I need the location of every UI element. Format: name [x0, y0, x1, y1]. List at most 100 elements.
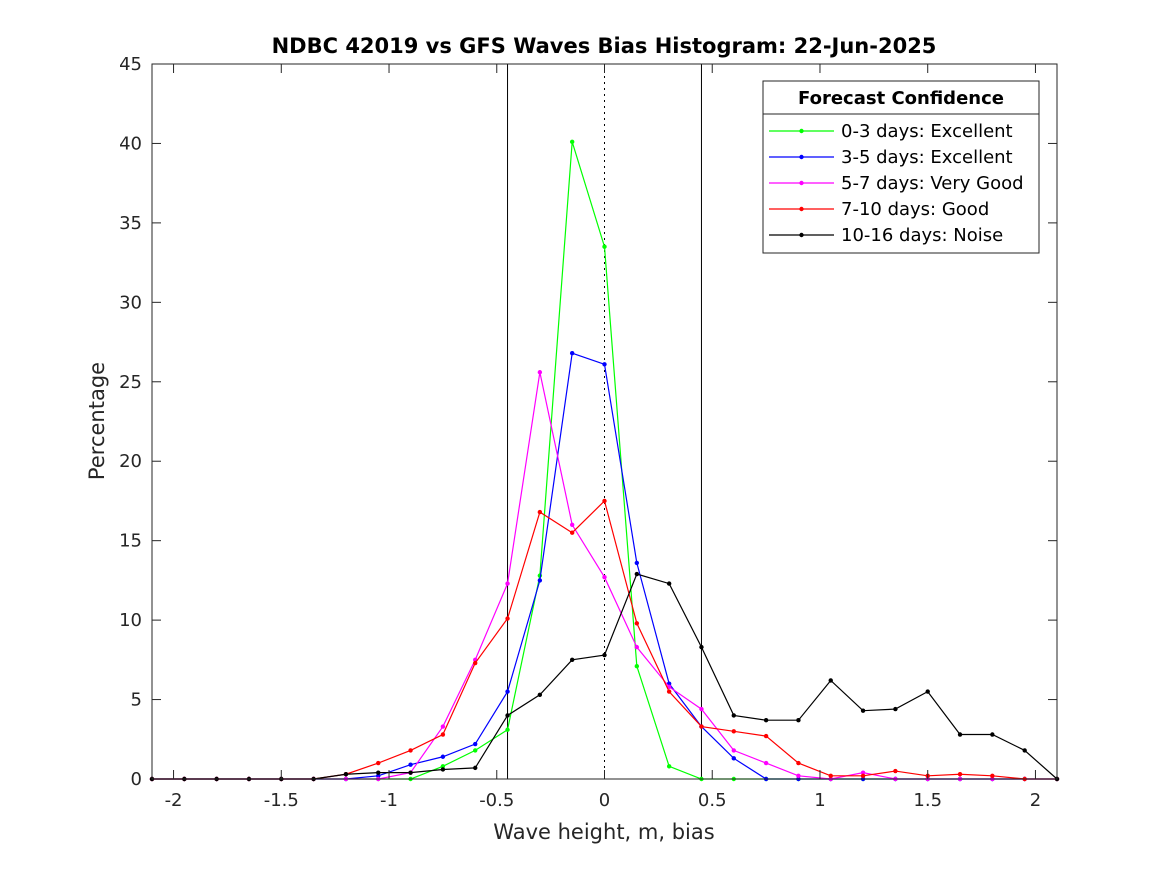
- y-tick-label: 45: [119, 54, 142, 75]
- data-point: [602, 498, 607, 504]
- x-tick-label: -2: [165, 790, 183, 811]
- data-point: [666, 764, 672, 769]
- y-axis-label: Percentage: [85, 362, 109, 480]
- legend-swatch-marker: [799, 206, 804, 212]
- legend-swatch-marker: [799, 232, 804, 238]
- data-point: [569, 522, 575, 527]
- data-point: [634, 571, 640, 577]
- data-point: [796, 773, 801, 779]
- data-point: [1022, 748, 1027, 753]
- legend-label: 10-16 days: Noise: [841, 225, 1003, 246]
- data-point: [473, 660, 478, 666]
- data-point: [473, 748, 478, 753]
- data-point: [699, 644, 704, 650]
- legend-entry: 0-3 days: Excellent: [769, 121, 1013, 142]
- legend-label: 0-3 days: Excellent: [841, 121, 1013, 142]
- data-point: [408, 770, 413, 775]
- data-point: [602, 244, 607, 249]
- data-point: [376, 760, 381, 766]
- data-point: [699, 724, 704, 729]
- data-point: [763, 718, 769, 723]
- y-tick-label: 0: [131, 769, 142, 790]
- x-tick-label: 0: [599, 790, 610, 811]
- data-point: [440, 754, 446, 759]
- x-tick-label: -1.5: [264, 790, 299, 811]
- data-point: [505, 616, 510, 621]
- legend-entry: 5-7 days: Very Good: [769, 173, 1024, 194]
- data-point: [731, 756, 736, 761]
- y-tick-label: 30: [119, 292, 142, 313]
- data-point: [699, 706, 704, 712]
- data-point: [925, 689, 930, 694]
- chart-title: NDBC 42019 vs GFS Waves Bias Histogram: …: [272, 34, 937, 58]
- data-point: [796, 760, 801, 766]
- legend-label: 5-7 days: Very Good: [841, 173, 1024, 194]
- data-point: [957, 732, 963, 737]
- data-point: [634, 644, 640, 650]
- y-tick-label: 10: [119, 610, 142, 631]
- legend-title: Forecast Confidence: [798, 88, 1004, 109]
- data-point: [505, 581, 510, 586]
- data-point: [376, 773, 381, 779]
- legend-entries: 0-3 days: Excellent 3-5 days: Excellent 5-…: [769, 121, 1024, 246]
- data-point: [990, 773, 995, 779]
- data-point: [440, 767, 446, 772]
- data-point: [569, 350, 575, 356]
- data-point: [440, 764, 446, 769]
- legend-label: 7-10 days: Good: [841, 199, 989, 220]
- legend-swatch-marker: [799, 154, 804, 160]
- legend-box: [762, 80, 1040, 254]
- data-point: [828, 773, 833, 779]
- data-point: [408, 748, 413, 753]
- legend-entry: 7-10 days: Good: [769, 199, 989, 220]
- data-point: [763, 733, 769, 739]
- x-tick-label: 1.5: [913, 790, 942, 811]
- x-tick-label: 1: [814, 790, 825, 811]
- data-point: [666, 581, 672, 586]
- data-point: [505, 713, 510, 718]
- data-point: [440, 732, 446, 737]
- data-point: [569, 139, 575, 145]
- data-point: [569, 657, 575, 663]
- data-point: [569, 530, 575, 535]
- data-point: [860, 708, 866, 713]
- legend: Forecast Confidence 0-3 days: Excellent 3…: [762, 80, 1040, 254]
- data-point: [602, 652, 607, 658]
- data-point: [731, 748, 736, 753]
- data-point: [634, 663, 640, 669]
- data-point: [537, 370, 543, 375]
- reference-lines: [507, 64, 702, 779]
- data-point: [602, 362, 607, 367]
- data-point: [343, 772, 349, 777]
- data-point: [860, 773, 866, 779]
- data-point: [666, 689, 672, 694]
- legend-label: 3-5 days: Excellent: [841, 147, 1013, 168]
- x-tick-label: 0.5: [698, 790, 727, 811]
- y-tick-label: 5: [131, 690, 142, 711]
- data-point: [505, 727, 510, 732]
- data-point: [893, 706, 898, 712]
- x-tick-label: 2: [1030, 790, 1041, 811]
- data-point: [408, 762, 413, 767]
- data-point: [602, 575, 607, 580]
- legend-entry: 10-16 days: Noise: [769, 225, 1003, 246]
- data-point: [731, 713, 736, 718]
- data-point: [537, 578, 543, 583]
- data-point: [634, 621, 640, 626]
- data-point: [634, 560, 640, 566]
- y-tick-label: 20: [119, 451, 142, 472]
- data-point: [828, 678, 833, 683]
- data-point: [763, 760, 769, 766]
- y-tick-label: 35: [119, 213, 142, 234]
- data-point: [440, 724, 446, 729]
- data-point: [376, 770, 381, 775]
- y-tick-label: 15: [119, 531, 142, 552]
- data-point: [537, 692, 543, 697]
- x-axis-label: Wave height, m, bias: [493, 820, 714, 844]
- data-point: [893, 768, 898, 774]
- data-point: [473, 741, 478, 747]
- data-point: [860, 770, 866, 775]
- y-tick-label: 40: [119, 133, 142, 154]
- data-point: [505, 689, 510, 694]
